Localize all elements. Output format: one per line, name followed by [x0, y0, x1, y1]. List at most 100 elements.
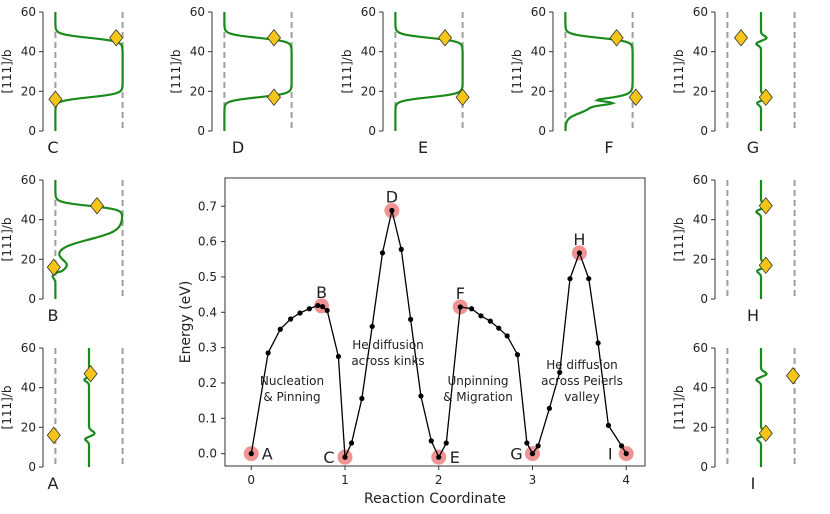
mep-data-point — [487, 318, 493, 324]
main-energy-chart: 0 1 2 3 4 0.0 0.1 0.2 0.3 0.4 0.5 0.6 0.7 Reaction Co… — [178, 177, 646, 507]
mep-data-point — [389, 207, 395, 214]
profile-y-tick-label: 0 — [28, 124, 36, 138]
helium-atom-diamond — [46, 258, 61, 277]
dislocation-line — [564, 12, 634, 131]
helium-atom-diamond — [48, 90, 63, 109]
profile-y-tick-label: 20 — [531, 84, 546, 98]
profile-y-axis-label: [111]/b — [672, 386, 686, 430]
mep-data-point — [436, 454, 442, 460]
dislocation-line — [223, 12, 293, 131]
x-axis-label: Reaction Coordinate — [364, 491, 506, 507]
mep-series-line — [250, 210, 627, 459]
state-label-b: B — [316, 283, 327, 302]
profile-panel-b: 0 20 40 60 [111]/b B — [0, 173, 124, 325]
plot-frame — [224, 177, 646, 467]
helium-atom-diamond — [266, 88, 282, 107]
profile-y-tick-label: 20 — [190, 84, 205, 98]
y-axis-label: Energy (eV) — [178, 281, 194, 364]
profile-y-tick-label: 60 — [531, 5, 546, 19]
profile-y-axis-label: [111]/b — [0, 386, 14, 430]
helium-atom-diamond — [609, 29, 624, 47]
annotation-peierls-line: valley — [564, 390, 600, 404]
annotation-unpinning-line: & Migration — [443, 390, 513, 404]
profile-y-tick-label: 20 — [693, 84, 708, 98]
y-tick-label: 0.0 — [198, 447, 217, 461]
mep-data-point — [468, 306, 475, 312]
profile-y-tick-label: 0 — [197, 124, 205, 138]
mep-data-point — [418, 393, 424, 399]
profile-y-tick-label: 40 — [693, 213, 708, 227]
dislocation-line — [754, 180, 768, 299]
annotation-peierls-line: across Peierls — [541, 374, 623, 388]
profile-y-tick-label: 0 — [538, 124, 546, 138]
dislocation-line — [82, 348, 96, 467]
helium-atom-diamond — [628, 88, 643, 107]
profile-y-axis-label: [111]/b — [169, 50, 183, 94]
profile-y-axis-label: [111]/b — [672, 50, 686, 94]
mep-data-point — [277, 326, 283, 332]
mep-data-point — [586, 276, 592, 282]
mep-data-point — [319, 304, 326, 310]
x-tick-label: 3 — [529, 473, 537, 487]
annotation-nucleation-line: & Pinning — [263, 390, 320, 404]
profile-y-axis-label: [111]/b — [510, 50, 524, 94]
x-tick-label: 4 — [622, 473, 630, 487]
profile-y-tick-label: 20 — [21, 84, 36, 98]
x-tick-label: 0 — [247, 473, 255, 487]
profile-y-axis-label: [111]/b — [0, 218, 14, 262]
profile-y-tick-label: 40 — [21, 213, 36, 227]
mep-data-point — [379, 250, 386, 256]
profile-panel-a: 0 20 40 60 [111]/b A — [0, 341, 124, 493]
y-tick-label: 0.7 — [198, 199, 217, 213]
state-label-d: D — [386, 188, 398, 207]
mep-data-point — [546, 405, 552, 411]
helium-atom-diamond — [758, 197, 773, 215]
profile-y-tick-label: 0 — [700, 292, 708, 306]
mep-data-point — [324, 307, 330, 314]
mep-data-point — [335, 353, 342, 360]
mep-data-point — [478, 313, 484, 319]
profile-label-b: B — [48, 306, 59, 325]
profile-y-tick-label: 40 — [21, 381, 36, 395]
profile-y-tick-label: 60 — [190, 5, 205, 19]
mep-data-point — [248, 451, 254, 457]
mep-data-point — [514, 352, 521, 358]
mep-data-point — [557, 369, 563, 375]
profile-y-tick-label: 40 — [21, 45, 36, 59]
profile-y-tick-label: 20 — [21, 252, 36, 266]
helium-atom-diamond — [758, 88, 773, 107]
mep-data-point — [535, 443, 541, 449]
profile-y-tick-label: 40 — [361, 45, 376, 59]
profile-y-tick-label: 20 — [361, 84, 376, 98]
mep-data-point — [288, 316, 294, 322]
profile-y-tick-label: 0 — [28, 460, 36, 474]
state-label-f: F — [456, 284, 465, 303]
helium-atom-diamond — [785, 367, 801, 385]
mep-data-point — [618, 443, 625, 449]
profile-y-tick-label: 20 — [693, 420, 708, 434]
profile-label-i: I — [751, 474, 756, 493]
mep-data-point — [297, 310, 303, 316]
state-label-a: A — [262, 445, 273, 464]
mep-data-point — [504, 333, 510, 339]
dislocation-line — [754, 348, 768, 467]
mep-data-point — [342, 454, 348, 460]
profile-y-tick-label: 60 — [21, 341, 36, 355]
y-tick-label: 0.5 — [198, 270, 217, 284]
mep-data-point — [623, 451, 629, 457]
state-label-e: E — [450, 448, 460, 467]
profile-panel-g: 0 20 40 60 [111]/b G — [672, 5, 796, 157]
mep-data-point — [359, 395, 365, 402]
profile-label-c: C — [47, 138, 58, 157]
dislocation-line — [51, 180, 124, 299]
helium-atom-diamond — [83, 365, 98, 383]
helium-atom-diamond — [455, 88, 470, 107]
annotation-peierls-line: He diffusion — [546, 358, 618, 372]
helium-atom-diamond — [758, 424, 773, 443]
mep-data-point — [408, 316, 414, 322]
dislocation-line — [394, 12, 464, 131]
mep-data-point — [595, 340, 601, 346]
mep-data-point — [443, 440, 449, 446]
annotation-unpinning-line: Unpinning — [447, 374, 508, 388]
dislocation-profile-panels: 0204060[111]/bC0204060[111]/bD0204060[11… — [0, 5, 801, 493]
